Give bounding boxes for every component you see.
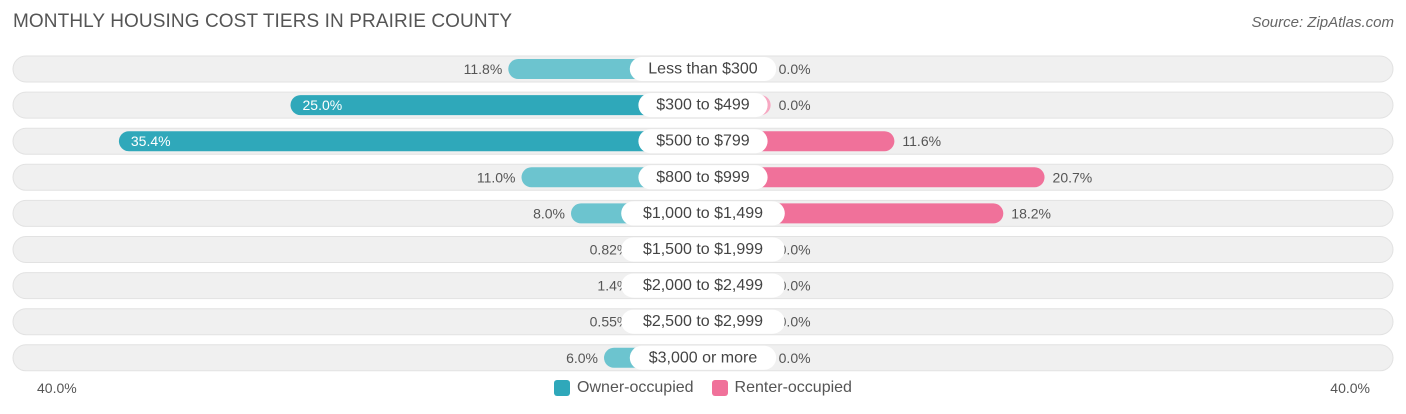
chart-source: Source: ZipAtlas.com	[1251, 14, 1394, 31]
owner-value-label: 6.0%	[566, 350, 598, 366]
category-pill	[638, 129, 768, 154]
owner-bar	[290, 95, 703, 116]
renter-value-label: 20.7%	[1053, 169, 1093, 185]
category-label: $2,000 to $2,499	[643, 277, 763, 294]
renter-value-label: 0.0%	[779, 97, 811, 113]
category-pill	[621, 237, 785, 262]
owner-value-label: 25.0%	[303, 97, 343, 113]
renter-bar	[703, 167, 1045, 188]
chart-title: MONTHLY HOUSING COST TIERS IN PRAIRIE CO…	[13, 11, 513, 32]
legend-renter-swatch	[711, 380, 728, 396]
axis-left-tick: 40.0%	[37, 380, 77, 396]
chart-canvas: 11.8% 0.0% Less than $300 25.0% 0.0% $300 to …	[12, 55, 1394, 372]
category-label: $1,500 to $1,999	[643, 241, 763, 258]
category-label: $3,000 or more	[649, 349, 758, 366]
category-label: Less than $300	[648, 61, 758, 78]
category-label: $1,000 to $1,499	[643, 205, 763, 222]
category-pill	[621, 201, 785, 226]
legend-renter: Renter-occupied	[711, 379, 852, 397]
owner-value-label: 35.4%	[131, 133, 171, 149]
legend-owner: Owner-occupied	[554, 379, 694, 397]
renter-value-label: 0.0%	[779, 242, 811, 258]
renter-value-label: 18.2%	[1011, 205, 1051, 221]
owner-value-label: 0.55%	[590, 314, 630, 330]
legend: Owner-occupied Renter-occupied	[0, 379, 1406, 397]
legend-owner-label: Owner-occupied	[577, 379, 694, 396]
renter-value-label: 0.0%	[779, 350, 811, 366]
renter-value-label: 11.6%	[902, 133, 941, 149]
legend-owner-swatch	[554, 380, 571, 396]
category-pill	[621, 309, 785, 334]
owner-value-label: 1.4%	[597, 278, 629, 294]
renter-value-label: 0.0%	[779, 314, 811, 330]
category-pill	[621, 273, 785, 298]
category-label: $2,500 to $2,999	[643, 313, 763, 330]
category-label: $300 to $499	[656, 97, 750, 114]
owner-bar	[118, 131, 703, 152]
owner-value-label: 11.8%	[464, 61, 503, 77]
renter-value-label: 0.0%	[779, 278, 811, 294]
owner-value-label: 8.0%	[533, 205, 565, 221]
axis-right-tick: 40.0%	[1330, 380, 1370, 396]
renter-value-label: 0.0%	[779, 61, 811, 77]
owner-value-label: 0.82%	[590, 242, 630, 258]
category-pill	[629, 57, 777, 81]
category-pill	[638, 93, 768, 118]
category-pill	[629, 345, 777, 370]
category-label: $800 to $999	[656, 169, 750, 186]
category-label: $500 to $799	[656, 133, 750, 150]
category-pill	[638, 165, 768, 190]
owner-value-label: 11.0%	[477, 169, 516, 185]
legend-renter-label: Renter-occupied	[734, 379, 852, 396]
